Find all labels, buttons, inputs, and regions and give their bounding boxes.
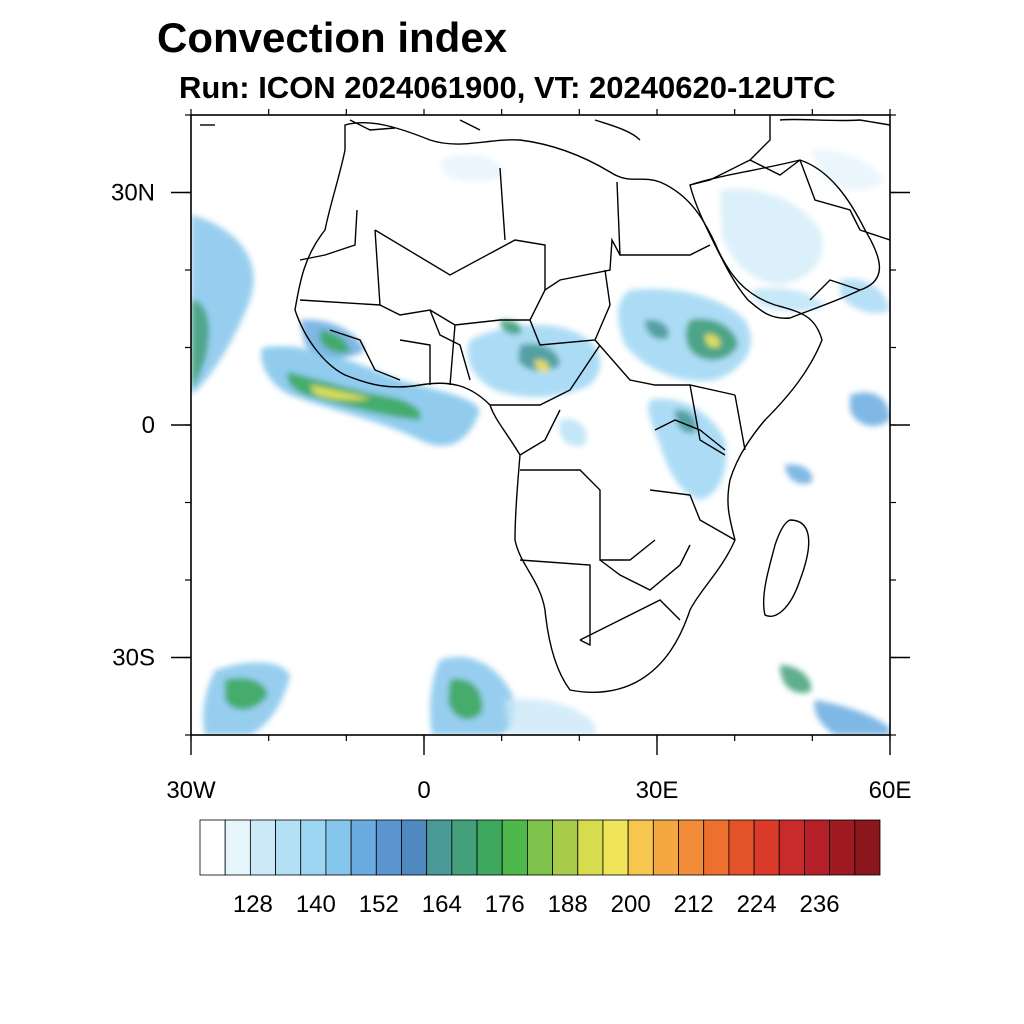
- chart-subtitle: Run: ICON 2024061900, VT: 20240620-12UTC: [179, 70, 836, 105]
- y-tick-label: 30S: [112, 645, 155, 672]
- colorbar-swatch: [426, 819, 453, 876]
- colorbar-label: 188: [548, 891, 588, 918]
- x-tick-label: 0: [417, 777, 430, 804]
- x-tick-label: 30W: [166, 777, 216, 804]
- colorbar-swatch: [375, 819, 402, 876]
- y-tick-label: 30N: [111, 180, 155, 207]
- colorbar-swatch: [325, 819, 352, 876]
- colorbar-swatch: [602, 819, 629, 876]
- colorbar-swatch: [854, 819, 881, 876]
- colorbar-swatch: [753, 819, 780, 876]
- colorbar-swatch: [778, 819, 805, 876]
- colorbar-label: 200: [611, 891, 651, 918]
- colorbar-swatch: [501, 819, 528, 876]
- colorbar-swatch: [552, 819, 579, 876]
- colorbar-label: 152: [359, 891, 399, 918]
- colorbar-swatch: [804, 819, 831, 876]
- colorbar-swatch: [350, 819, 377, 876]
- colorbar-swatch: [275, 819, 302, 876]
- colorbar-label: 176: [485, 891, 525, 918]
- colorbar-label: 128: [233, 891, 273, 918]
- colorbar-swatch: [627, 819, 654, 876]
- colorbar-label: 236: [800, 891, 840, 918]
- colorbar-swatch: [224, 819, 251, 876]
- colorbar-swatch: [401, 819, 428, 876]
- colorbar-swatch: [678, 819, 705, 876]
- colorbar-label: 224: [737, 891, 777, 918]
- colorbar-swatch: [199, 819, 226, 876]
- colorbar-swatch: [300, 819, 327, 876]
- colorbar-swatch: [451, 819, 478, 876]
- colorbar-swatch: [652, 819, 679, 876]
- x-tick-label: 60E: [869, 777, 912, 804]
- colorbar-swatch: [728, 819, 755, 876]
- colorbar: 128 140 152 164 176 188 200 212 224 236: [199, 819, 881, 918]
- colorbar-swatch: [829, 819, 856, 876]
- colorbar-swatch: [476, 819, 503, 876]
- x-tick-label: 30E: [636, 777, 679, 804]
- colorbar-swatch: [577, 819, 604, 876]
- y-tick-label: 0: [142, 412, 155, 439]
- colorbar-label: 140: [296, 891, 336, 918]
- axis-ticks: 30W 0 30E 60E 30N 0 30S: [111, 109, 911, 804]
- coastlines: [200, 115, 890, 693]
- colorbar-swatch: [249, 819, 276, 876]
- colorbar-swatch: [703, 819, 730, 876]
- colorbar-swatch: [527, 819, 553, 876]
- chart-title: Convection index: [157, 14, 508, 61]
- colorbar-label: 164: [422, 891, 462, 918]
- colorbar-label: 212: [674, 891, 714, 918]
